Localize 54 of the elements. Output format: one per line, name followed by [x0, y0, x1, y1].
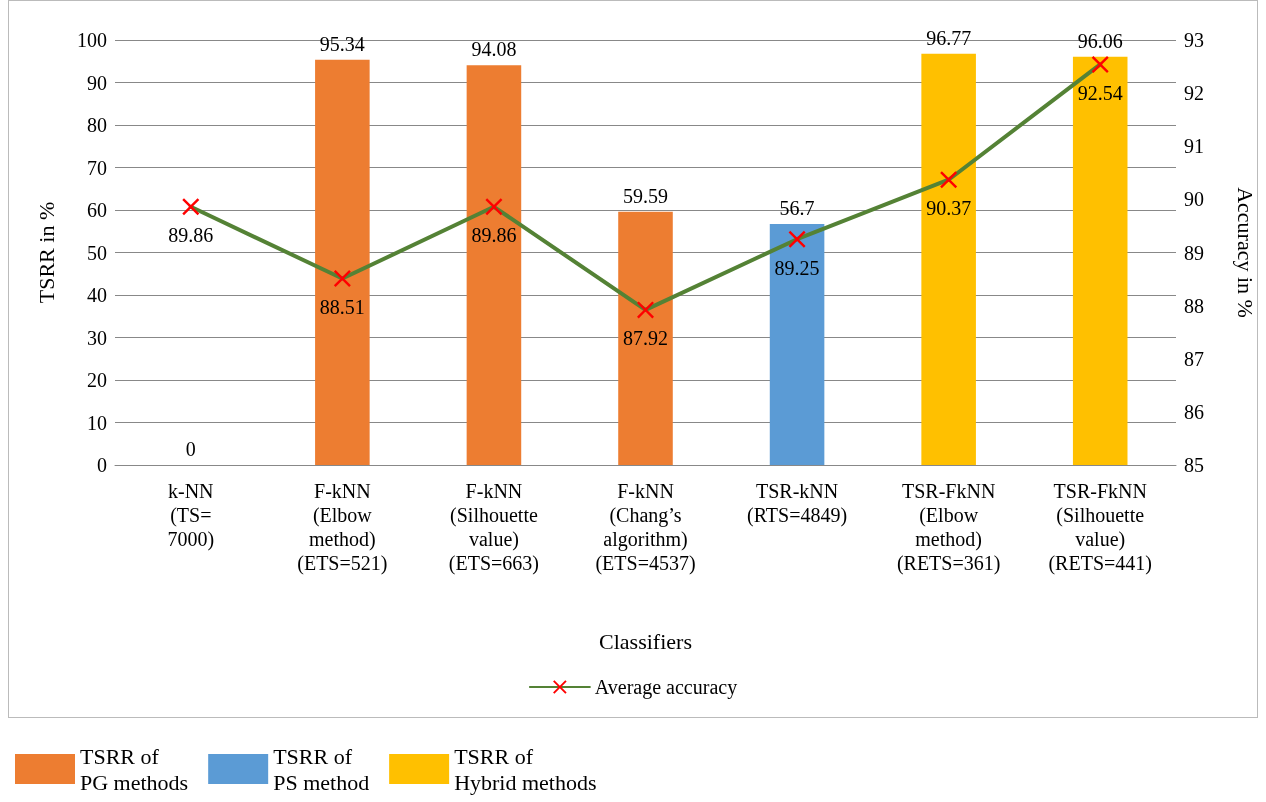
data-label: 0 — [185, 438, 196, 460]
y-tick-label: 40 — [87, 284, 107, 306]
data-label: 87.92 — [623, 327, 668, 350]
data-label: 95.34 — [319, 32, 365, 55]
data-label: 89.86 — [471, 224, 517, 247]
y2-tick-label: 92 — [1184, 82, 1204, 105]
bar — [1072, 56, 1128, 465]
x-tick-label: F-kNN (Elbow method) (ETS=521) — [297, 480, 388, 575]
y2-axis-title: Accuracy in % — [1232, 187, 1258, 318]
bar — [921, 53, 976, 465]
x-tick-label: TSR-FkNN (Silhouette value) (RETS=441) — [1048, 480, 1152, 575]
bar — [466, 65, 522, 465]
y-axis-title: TSRR in % — [33, 201, 59, 304]
x-tick-label: F-kNN (Chang’s algorithm) (ETS=4537) — [595, 480, 696, 575]
data-label: 94.08 — [471, 38, 517, 61]
y-tick-label: 90 — [87, 71, 107, 94]
data-label: 56.7 — [779, 197, 815, 220]
x-tick-label: TSR-kNN (RTS=4849) — [747, 480, 848, 527]
legend-label: TSRR of Hybrid methods — [454, 743, 597, 795]
bar — [315, 59, 370, 465]
data-label: 92.54 — [1077, 81, 1123, 104]
x-tick-label: F-kNN (Silhouette value) (ETS=663) — [448, 480, 540, 575]
y-tick-label: 30 — [87, 326, 107, 349]
bar — [618, 211, 673, 465]
y-tick-label: 100 — [77, 29, 107, 51]
legend-label: TSRR of PS method — [273, 743, 370, 795]
x-axis-title: Classifiers — [599, 628, 692, 654]
data-label: 90.37 — [926, 197, 972, 220]
y-tick-label: 70 — [87, 156, 107, 179]
y2-tick-label: 91 — [1184, 135, 1204, 158]
data-label: 96.06 — [1077, 29, 1123, 52]
data-label: 59.59 — [623, 184, 668, 207]
data-label: 96.77 — [926, 26, 972, 49]
y-tick-label: 80 — [87, 114, 107, 136]
y2-tick-label: 86 — [1184, 400, 1204, 423]
x-tick-label: k-NN (TS= 7000) — [167, 480, 215, 551]
y2-tick-label: 93 — [1184, 29, 1204, 51]
data-label: 88.51 — [319, 296, 365, 319]
data-label: 89.86 — [168, 224, 214, 247]
y2-tick-label: 88 — [1184, 294, 1204, 317]
y2-tick-label: 89 — [1184, 241, 1204, 264]
legend-label: TSRR of PG methods — [80, 743, 189, 795]
bar — [769, 224, 825, 465]
legend-label: Average accuracy — [594, 676, 738, 699]
x-tick-label: TSR-FkNN (Elbow method) (RETS=361) — [896, 480, 1001, 575]
y2-tick-label: 87 — [1184, 347, 1204, 370]
data-label: 89.25 — [774, 256, 820, 279]
y-tick-label: 20 — [87, 369, 107, 391]
y-tick-label: 60 — [87, 199, 107, 221]
y-tick-label: 0 — [97, 454, 107, 476]
y2-tick-label: 90 — [1184, 188, 1204, 211]
y-tick-label: 10 — [87, 411, 107, 434]
y2-tick-label: 85 — [1184, 454, 1204, 476]
y-tick-label: 50 — [87, 241, 107, 264]
